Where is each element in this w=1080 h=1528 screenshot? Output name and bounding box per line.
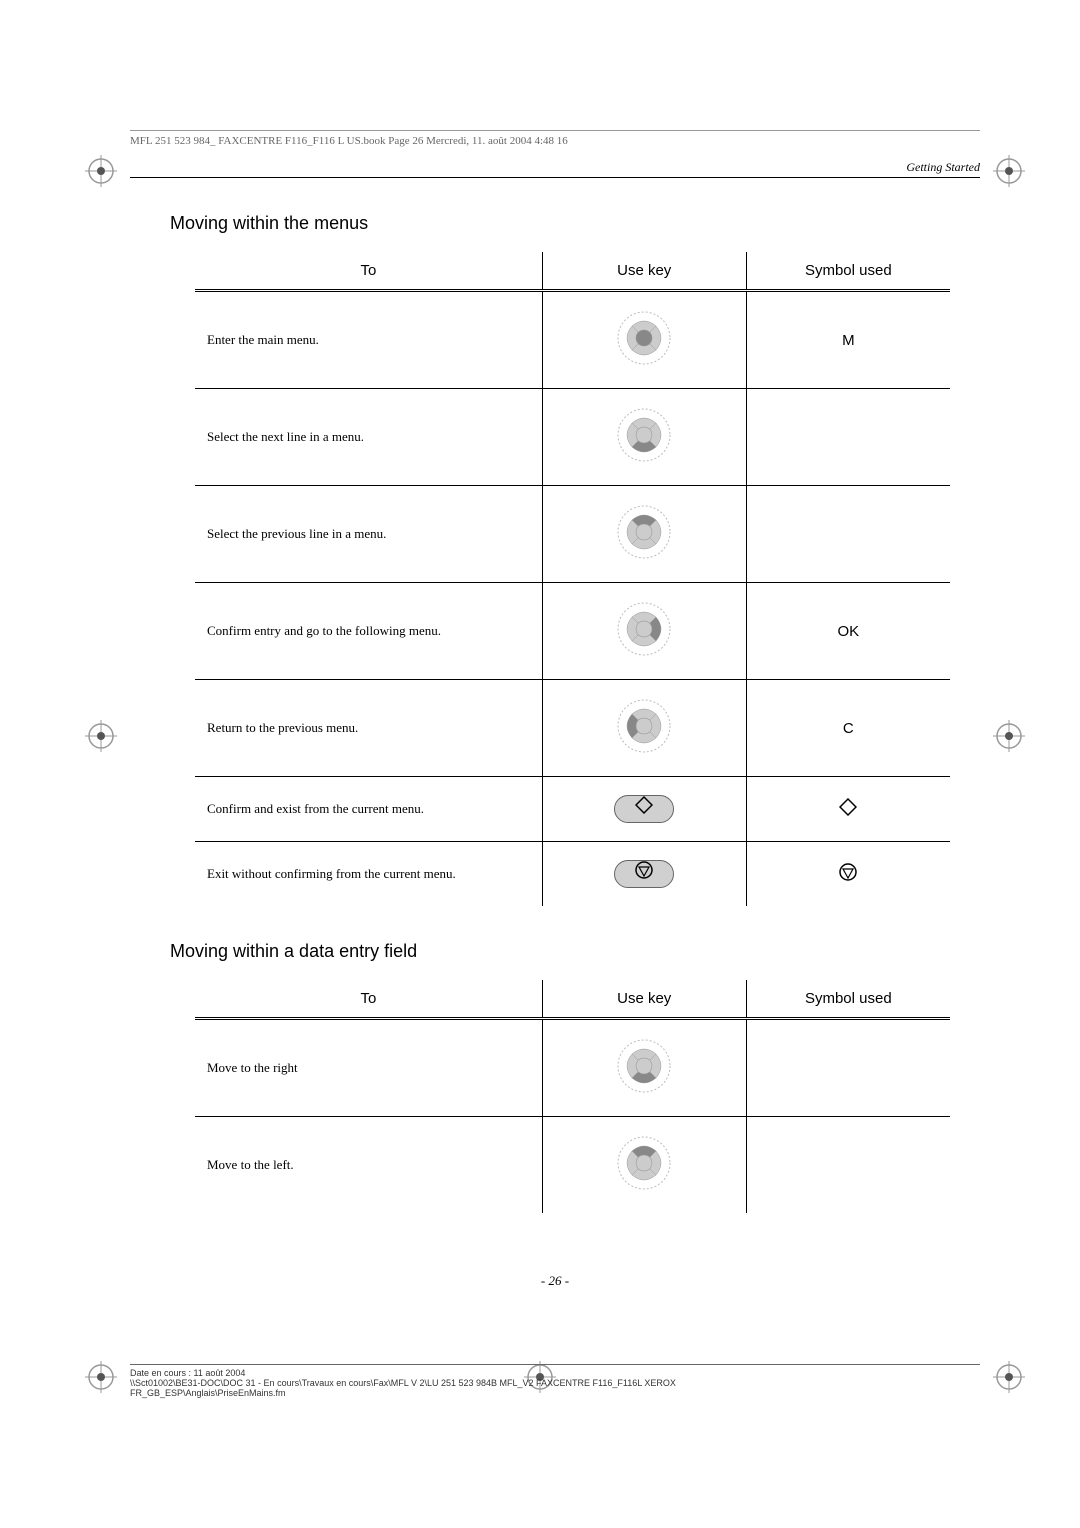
- cell-key: [542, 291, 746, 389]
- cell-key: [542, 1117, 746, 1214]
- navpad-up-icon: [616, 1135, 672, 1195]
- cell-key: [542, 583, 746, 680]
- section-heading-1: Moving within the menus: [170, 213, 980, 234]
- col-header-key: Use key: [542, 252, 746, 291]
- table-header-row: To Use key Symbol used: [195, 252, 950, 291]
- table-1: To Use key Symbol used Enter the main me…: [195, 252, 950, 906]
- navpad-down-icon: [616, 1038, 672, 1098]
- col-header-symbol: Symbol used: [746, 252, 950, 291]
- cell-to: Select the previous line in a menu.: [195, 486, 542, 583]
- header-rule: Getting Started: [130, 177, 980, 178]
- cell-key: [542, 1019, 746, 1117]
- pill-start-icon: [614, 795, 674, 823]
- pill-stop-icon: [614, 860, 674, 888]
- table-row: Confirm and exist from the current menu.: [195, 777, 950, 842]
- table-row: Select the previous line in a menu.: [195, 486, 950, 583]
- cell-symbol: OK: [746, 583, 950, 680]
- running-header: Getting Started: [906, 160, 980, 175]
- cell-symbol: C: [746, 680, 950, 777]
- navpad-left-icon: [616, 698, 672, 758]
- cell-symbol: [746, 389, 950, 486]
- registration-mark-icon: [85, 720, 117, 752]
- footer-line: \\Sct01002\BE31-DOC\DOC 31 - En cours\Tr…: [130, 1378, 980, 1388]
- footer-line: Date en cours : 11 août 2004: [130, 1368, 980, 1378]
- table-header-row: To Use key Symbol used: [195, 980, 950, 1019]
- navpad-center-icon: [616, 310, 672, 370]
- page-number: - 26 -: [130, 1273, 980, 1289]
- col-header-to: To: [195, 980, 542, 1019]
- cell-symbol: [746, 777, 950, 842]
- cell-key: [542, 389, 746, 486]
- table-row: Exit without confirming from the current…: [195, 842, 950, 907]
- print-header: MFL 251 523 984_ FAXCENTRE F116_F116 L U…: [130, 130, 980, 147]
- cell-to: Confirm entry and go to the following me…: [195, 583, 542, 680]
- navpad-right-icon: [616, 601, 672, 661]
- cell-to: Exit without confirming from the current…: [195, 842, 542, 907]
- navpad-up-icon: [616, 504, 672, 564]
- registration-mark-icon: [993, 155, 1025, 187]
- cell-to: Confirm and exist from the current menu.: [195, 777, 542, 842]
- cell-to: Select the next line in a menu.: [195, 389, 542, 486]
- cell-key: [542, 680, 746, 777]
- cell-symbol: [746, 1117, 950, 1214]
- table-row: Return to the previous menu. C: [195, 680, 950, 777]
- footer-line: FR_GB_ESP\Anglais\PriseEnMains.fm: [130, 1388, 980, 1398]
- table-row: Select the next line in a menu.: [195, 389, 950, 486]
- table-row: Confirm entry and go to the following me…: [195, 583, 950, 680]
- cell-key: [542, 486, 746, 583]
- cell-to: Move to the left.: [195, 1117, 542, 1214]
- section-heading-2: Moving within a data entry field: [170, 941, 980, 962]
- cell-symbol: [746, 486, 950, 583]
- registration-mark-icon: [85, 155, 117, 187]
- table-row: Enter the main menu. M: [195, 291, 950, 389]
- registration-mark-icon: [993, 1361, 1025, 1393]
- col-header-symbol: Symbol used: [746, 980, 950, 1019]
- col-header-key: Use key: [542, 980, 746, 1019]
- cell-key: [542, 842, 746, 907]
- cell-symbol: [746, 842, 950, 907]
- cell-symbol: [746, 1019, 950, 1117]
- footer-info: Date en cours : 11 août 2004 \\Sct01002\…: [130, 1364, 980, 1398]
- cell-to: Return to the previous menu.: [195, 680, 542, 777]
- table-row: Move to the left.: [195, 1117, 950, 1214]
- navpad-down-icon: [616, 407, 672, 467]
- cell-key: [542, 777, 746, 842]
- page-content: MFL 251 523 984_ FAXCENTRE F116_F116 L U…: [130, 130, 980, 1428]
- cell-symbol: M: [746, 291, 950, 389]
- registration-mark-icon: [993, 720, 1025, 752]
- cell-to: Move to the right: [195, 1019, 542, 1117]
- table-2: To Use key Symbol used Move to the right…: [195, 980, 950, 1213]
- cell-to: Enter the main menu.: [195, 291, 542, 389]
- col-header-to: To: [195, 252, 542, 291]
- registration-mark-icon: [85, 1361, 117, 1393]
- table-row: Move to the right: [195, 1019, 950, 1117]
